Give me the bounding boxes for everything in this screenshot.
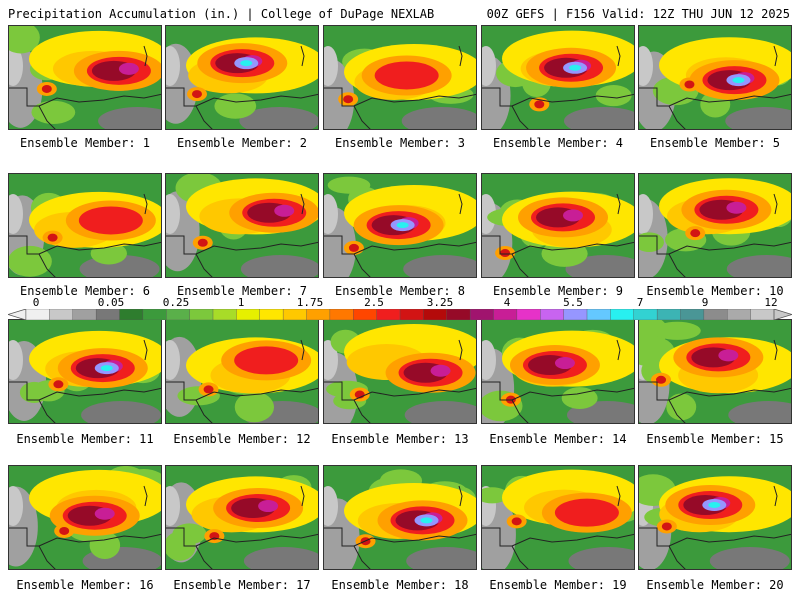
ensemble-member-label: Ensemble Member: 13 (331, 432, 469, 446)
ensemble-member-label: Ensemble Member: 1 (19, 136, 151, 150)
ensemble-member-label: Ensemble Member: 3 (334, 136, 466, 150)
ensemble-member-label: Ensemble Member: 11 (16, 432, 154, 446)
ensemble-member-label: Ensemble Member: 19 (489, 578, 627, 592)
ensemble-member-map-14 (481, 319, 635, 424)
ensemble-member-label: Ensemble Member: 18 (331, 578, 469, 592)
ensemble-member-map-16 (8, 465, 162, 570)
colorbar-tick-label: 9 (701, 296, 709, 309)
ensemble-member-label: Ensemble Member: 16 (16, 578, 154, 592)
ensemble-member-map-7 (165, 173, 319, 278)
colorbar-tick-label: 2.5 (364, 296, 384, 309)
ensemble-member-label: Ensemble Member: 2 (176, 136, 308, 150)
ensemble-member-map-15 (638, 319, 792, 424)
ensemble-member-label: Ensemble Member: 12 (173, 432, 311, 446)
ensemble-member-map-4 (481, 25, 635, 130)
precip-colorbar (8, 309, 792, 320)
ensemble-member-label: Ensemble Member: 5 (649, 136, 781, 150)
ensemble-member-map-20 (638, 465, 792, 570)
ensemble-member-map-11 (8, 319, 162, 424)
ensemble-member-label: Ensemble Member: 4 (492, 136, 624, 150)
ensemble-member-label: Ensemble Member: 17 (173, 578, 311, 592)
ensemble-member-map-3 (323, 25, 477, 130)
colorbar-tick-label: 1 (237, 296, 245, 309)
ensemble-member-map-18 (323, 465, 477, 570)
colorbar-tick-label: 3.25 (426, 296, 454, 309)
colorbar-tick-label: 5.5 (563, 296, 583, 309)
ensemble-member-map-17 (165, 465, 319, 570)
ensemble-member-label: Ensemble Member: 8 (334, 284, 466, 298)
colorbar-tick-label: 0.05 (97, 296, 125, 309)
ensemble-member-map-5 (638, 25, 792, 130)
ensemble-member-map-13 (323, 319, 477, 424)
map-title: Precipitation Accumulation (in.) | Colle… (8, 7, 435, 21)
ensemble-member-map-2 (165, 25, 319, 130)
ensemble-member-map-6 (8, 173, 162, 278)
ensemble-member-label: Ensemble Member: 20 (646, 578, 784, 592)
ensemble-member-label: Ensemble Member: 6 (19, 284, 151, 298)
ensemble-member-label: Ensemble Member: 7 (176, 284, 308, 298)
ensemble-member-map-1 (8, 25, 162, 130)
colorbar-tick-label: 1.75 (296, 296, 324, 309)
ensemble-member-map-19 (481, 465, 635, 570)
colorbar-tick-label: 0 (32, 296, 40, 309)
model-valid-time: 00Z GEFS | F156 Valid: 12Z THU JUN 12 20… (486, 7, 790, 21)
ensemble-member-label: Ensemble Member: 14 (489, 432, 627, 446)
colorbar-tick-label: 12 (764, 296, 778, 309)
ensemble-member-map-9 (481, 173, 635, 278)
colorbar-tick-label: 7 (636, 296, 644, 309)
ensemble-member-map-10 (638, 173, 792, 278)
colorbar-tick-label: 4 (503, 296, 511, 309)
ensemble-member-map-8 (323, 173, 477, 278)
ensemble-member-label: Ensemble Member: 9 (492, 284, 624, 298)
ensemble-member-label: Ensemble Member: 15 (646, 432, 784, 446)
ensemble-member-label: Ensemble Member: 10 (646, 284, 784, 298)
ensemble-member-map-12 (165, 319, 319, 424)
colorbar-tick-label: 0.25 (162, 296, 190, 309)
